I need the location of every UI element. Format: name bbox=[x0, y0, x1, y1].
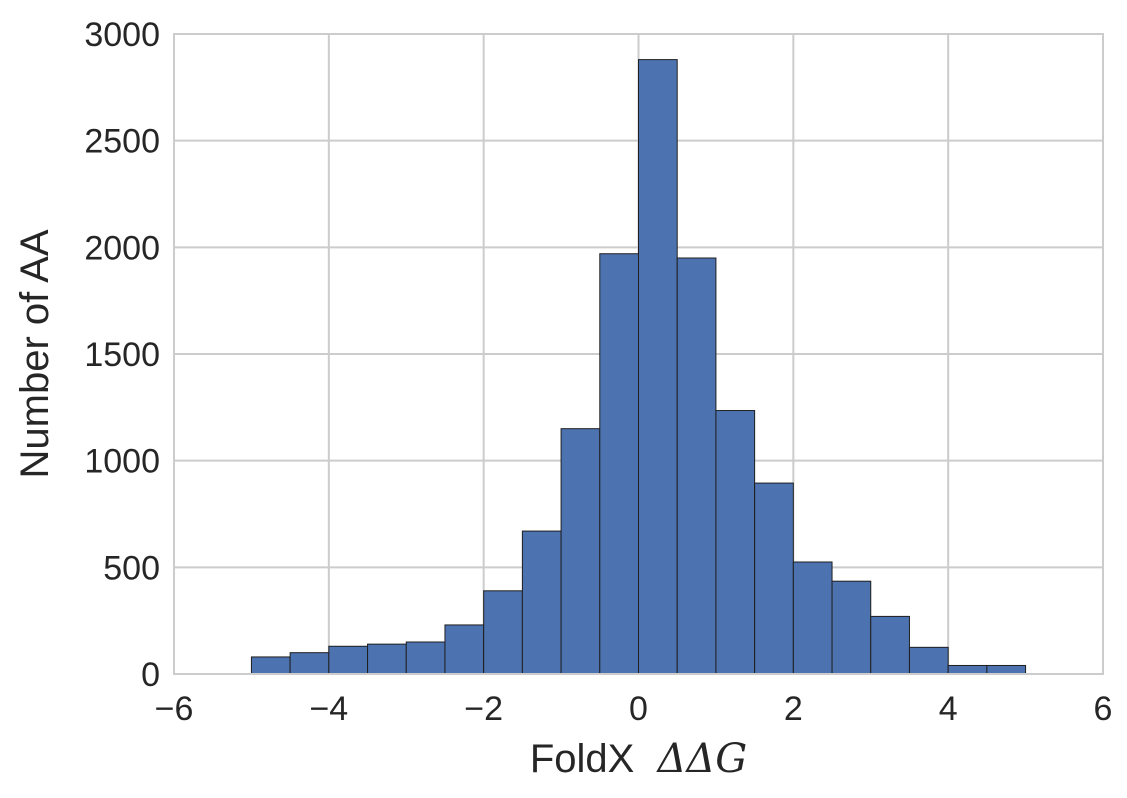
plot-frame bbox=[173, 33, 1104, 675]
histogram-bar bbox=[638, 59, 678, 675]
y-tick-label: 2000 bbox=[84, 229, 160, 267]
x-tick-label: 0 bbox=[629, 690, 648, 728]
histogram-bar bbox=[599, 253, 640, 675]
x-tick-label: −6 bbox=[155, 690, 194, 728]
histogram-bar bbox=[870, 615, 910, 675]
histogram-bar bbox=[328, 645, 369, 675]
histogram-bar bbox=[289, 652, 330, 675]
x-tick-label: 2 bbox=[784, 690, 803, 728]
histogram-bars bbox=[250, 59, 1027, 675]
histogram-bar bbox=[521, 530, 562, 675]
histogram-bar bbox=[715, 410, 756, 675]
x-axis-ticks: −6 −4 −2 0 2 4 6 bbox=[155, 690, 1113, 728]
y-tick-label: 2500 bbox=[84, 123, 160, 161]
histogram-bar bbox=[754, 482, 794, 675]
histogram-bar bbox=[908, 646, 949, 675]
x-axis-label: FoldX ΔΔG bbox=[530, 736, 747, 782]
y-tick-label: 3000 bbox=[84, 16, 160, 54]
x-tick-label: −4 bbox=[309, 690, 348, 728]
y-tick-label: 1000 bbox=[84, 443, 160, 481]
histogram-bar bbox=[831, 580, 872, 675]
histogram-bar bbox=[986, 664, 1027, 675]
x-tick-label: 4 bbox=[939, 690, 958, 728]
y-tick-label: 1500 bbox=[84, 336, 160, 374]
histogram-bar bbox=[560, 428, 601, 675]
histogram-bar bbox=[792, 561, 833, 675]
x-axis-label-text: FoldX bbox=[530, 737, 635, 781]
histogram-bar bbox=[250, 656, 291, 675]
y-tick-label: 500 bbox=[103, 549, 160, 587]
histogram-bar bbox=[367, 643, 407, 675]
x-tick-label: 6 bbox=[1094, 690, 1113, 728]
y-axis-ticks: 0 500 1000 1500 2000 2500 3000 bbox=[84, 16, 160, 694]
x-axis-label-math: ΔΔG bbox=[655, 736, 747, 782]
histogram-bar bbox=[483, 590, 523, 675]
y-tick-label: 0 bbox=[141, 656, 160, 694]
y-axis-label: Number of AA bbox=[13, 229, 57, 478]
x-tick-label: −2 bbox=[464, 690, 503, 728]
histogram-bar bbox=[405, 641, 446, 675]
histogram-bar bbox=[676, 257, 717, 675]
histogram-bar bbox=[444, 624, 485, 675]
histogram-bar bbox=[947, 664, 988, 675]
